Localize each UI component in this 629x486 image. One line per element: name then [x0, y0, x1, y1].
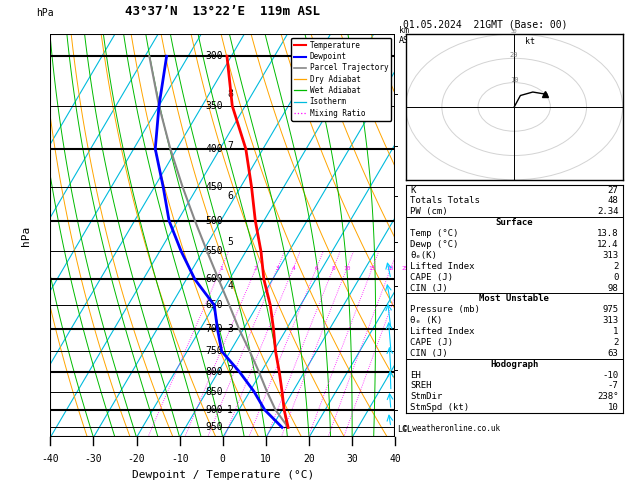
- Text: 2: 2: [254, 266, 258, 271]
- Text: 20: 20: [387, 266, 394, 271]
- Text: StmSpd (kt): StmSpd (kt): [410, 403, 469, 412]
- Text: 313: 313: [602, 316, 618, 325]
- Text: Surface: Surface: [496, 218, 533, 227]
- Text: 300: 300: [205, 51, 223, 61]
- Text: 10: 10: [608, 403, 618, 412]
- Text: 6: 6: [314, 266, 318, 271]
- Text: 800: 800: [205, 367, 223, 377]
- Text: 650: 650: [205, 300, 223, 310]
- Text: 10: 10: [510, 77, 518, 83]
- Text: PW (cm): PW (cm): [410, 208, 448, 216]
- Text: -10: -10: [602, 370, 618, 380]
- Text: 4: 4: [227, 281, 233, 291]
- Text: 950: 950: [205, 422, 223, 433]
- Text: K: K: [410, 186, 415, 194]
- Text: Mixing Ratio (g/kg): Mixing Ratio (g/kg): [411, 188, 420, 283]
- Text: Pressure (mb): Pressure (mb): [410, 305, 480, 314]
- Text: 313: 313: [602, 251, 618, 260]
- Text: Lifted Index: Lifted Index: [410, 327, 474, 336]
- Text: 1: 1: [219, 266, 223, 271]
- Text: θₑ (K): θₑ (K): [410, 316, 442, 325]
- Text: 500: 500: [205, 216, 223, 226]
- Text: -10: -10: [171, 453, 189, 464]
- Text: 27: 27: [608, 186, 618, 194]
- Text: -30: -30: [85, 453, 103, 464]
- Text: 20: 20: [303, 453, 315, 464]
- Text: 13.8: 13.8: [597, 229, 618, 238]
- Text: StmDir: StmDir: [410, 392, 442, 401]
- Text: 98: 98: [608, 283, 618, 293]
- Text: 2: 2: [613, 262, 618, 271]
- Text: θₑ(K): θₑ(K): [410, 251, 437, 260]
- Text: 750: 750: [205, 346, 223, 356]
- Text: 1: 1: [227, 405, 233, 415]
- Text: CIN (J): CIN (J): [410, 283, 448, 293]
- Text: 30: 30: [511, 29, 518, 34]
- Text: kt: kt: [525, 37, 535, 46]
- Text: 01.05.2024  21GMT (Base: 00): 01.05.2024 21GMT (Base: 00): [403, 19, 567, 30]
- Text: EH: EH: [410, 370, 421, 380]
- Text: hPa: hPa: [36, 8, 54, 18]
- Text: CAPE (J): CAPE (J): [410, 338, 453, 347]
- Text: 3: 3: [227, 324, 233, 334]
- Text: 2: 2: [613, 338, 618, 347]
- Text: -7: -7: [608, 382, 618, 390]
- Text: 850: 850: [205, 386, 223, 397]
- Text: SREH: SREH: [410, 382, 431, 390]
- Text: 238°: 238°: [597, 392, 618, 401]
- Text: 2: 2: [227, 365, 233, 375]
- Text: 63: 63: [608, 349, 618, 358]
- Text: Totals Totals: Totals Totals: [410, 196, 480, 206]
- Text: Dewpoint / Temperature (°C): Dewpoint / Temperature (°C): [131, 469, 314, 480]
- Text: 12.4: 12.4: [597, 240, 618, 249]
- Text: 43°37’N  13°22’E  119m ASL: 43°37’N 13°22’E 119m ASL: [125, 5, 320, 18]
- Text: Lifted Index: Lifted Index: [410, 262, 474, 271]
- Text: 350: 350: [205, 101, 223, 111]
- Text: 400: 400: [205, 144, 223, 154]
- Text: 900: 900: [205, 405, 223, 415]
- Text: 2.34: 2.34: [597, 208, 618, 216]
- Text: 600: 600: [205, 275, 223, 284]
- Text: 550: 550: [205, 246, 223, 257]
- Text: 1: 1: [613, 327, 618, 336]
- Text: 6: 6: [227, 191, 233, 201]
- Text: 3: 3: [276, 266, 279, 271]
- Text: 8: 8: [331, 266, 335, 271]
- Text: 450: 450: [205, 182, 223, 192]
- Text: CIN (J): CIN (J): [410, 349, 448, 358]
- Text: -20: -20: [128, 453, 145, 464]
- Text: 8: 8: [227, 88, 233, 99]
- Text: -40: -40: [42, 453, 59, 464]
- Text: 7: 7: [227, 141, 233, 152]
- Text: Temp (°C): Temp (°C): [410, 229, 459, 238]
- Text: 0: 0: [613, 273, 618, 281]
- Text: Most Unstable: Most Unstable: [479, 295, 549, 303]
- Text: Hodograph: Hodograph: [490, 360, 538, 369]
- Text: 15: 15: [369, 266, 376, 271]
- Text: 0: 0: [220, 453, 226, 464]
- Text: 10: 10: [260, 453, 272, 464]
- Legend: Temperature, Dewpoint, Parcel Trajectory, Dry Adiabat, Wet Adiabat, Isotherm, Mi: Temperature, Dewpoint, Parcel Trajectory…: [291, 38, 391, 121]
- Text: 10: 10: [343, 266, 350, 271]
- Text: 25: 25: [402, 266, 409, 271]
- Text: © weatheronline.co.uk: © weatheronline.co.uk: [403, 423, 499, 433]
- Text: 4: 4: [291, 266, 295, 271]
- Text: 20: 20: [510, 52, 518, 58]
- Text: 40: 40: [389, 453, 401, 464]
- Text: LCL: LCL: [398, 425, 413, 434]
- Text: 975: 975: [602, 305, 618, 314]
- Text: km
ASL: km ASL: [399, 26, 414, 45]
- Text: 48: 48: [608, 196, 618, 206]
- Text: Dewp (°C): Dewp (°C): [410, 240, 459, 249]
- Text: 700: 700: [205, 324, 223, 334]
- Text: 5: 5: [227, 237, 233, 247]
- Text: CAPE (J): CAPE (J): [410, 273, 453, 281]
- Text: 30: 30: [346, 453, 358, 464]
- Text: hPa: hPa: [21, 226, 31, 246]
